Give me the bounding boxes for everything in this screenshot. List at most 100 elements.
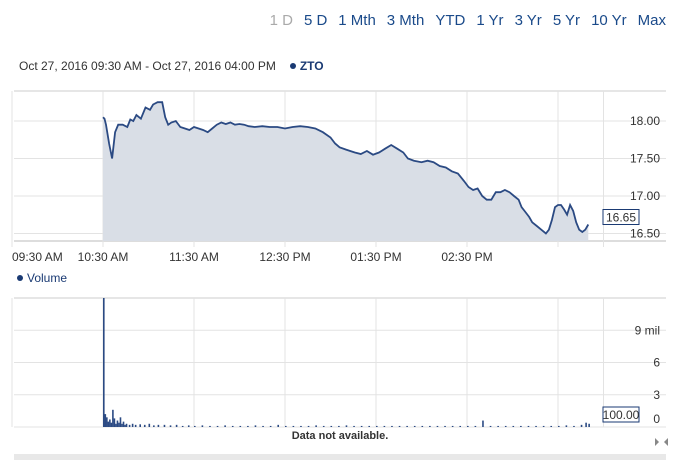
range-button-1-yr[interactable]: 1 Yr: [476, 12, 504, 29]
volume-bar: [588, 423, 590, 427]
volume-bar: [512, 425, 515, 427]
range-button-ytd[interactable]: YTD: [435, 12, 466, 29]
volume-bar: [103, 298, 105, 427]
price-last-value-text: 16.65: [606, 211, 636, 225]
volume-bar: [504, 425, 507, 427]
volume-bar: [413, 425, 416, 427]
volume-bar: [139, 424, 141, 427]
date-range-label: Oct 27, 2016 09:30 AM - Oct 27, 2016 04:…: [19, 59, 276, 73]
volume-bar: [353, 425, 355, 427]
range-button-5-d[interactable]: 5 D: [303, 12, 328, 29]
volume-bar: [565, 425, 568, 427]
volume-bar: [209, 425, 211, 427]
volume-bar: [131, 423, 134, 427]
range-button-3-mth[interactable]: 3 Mth: [386, 12, 425, 29]
volume-bar: [107, 421, 110, 427]
volume-last-value: 100.00: [602, 406, 640, 423]
scrollbar-track: [14, 454, 666, 460]
range-button-max[interactable]: Max: [637, 12, 666, 29]
volume-bar: [143, 424, 146, 427]
volume-bar: [558, 425, 560, 427]
volume-bar: [112, 409, 114, 427]
volume-bar: [459, 425, 462, 427]
volume-bar: [231, 425, 234, 427]
series-dot-icon: [289, 63, 296, 69]
price-last-value: 16.65: [602, 209, 640, 225]
price-line: [102, 101, 590, 235]
volume-bar: [436, 425, 439, 427]
volume-bar: [391, 425, 393, 427]
volume-bar: [239, 425, 242, 427]
volume-bar: [360, 425, 363, 427]
volume-y-tick-label: 3: [653, 388, 660, 402]
range-button-3-yr[interactable]: 3 Yr: [514, 12, 542, 29]
volume-bar: [169, 425, 172, 427]
volume-bar: [489, 425, 492, 427]
volume-bar: [181, 425, 184, 427]
x-tick-label: 12:30 PM: [259, 250, 310, 264]
range-button-1-d[interactable]: 1 D: [269, 12, 293, 29]
volume-bar: [467, 425, 469, 427]
volume-bar: [109, 419, 111, 427]
nav-left-arrow: [664, 438, 668, 446]
volume-legend[interactable]: Volume: [17, 271, 67, 285]
volume-bar: [262, 425, 264, 427]
volume-bar: [116, 420, 119, 427]
volume-bar: [163, 424, 166, 427]
range-button-1-mth[interactable]: 1 Mth: [338, 12, 376, 29]
volume-bar: [134, 424, 137, 427]
volume-bar: [292, 425, 295, 427]
volume-bar: [104, 414, 107, 427]
volume-bar: [125, 423, 128, 427]
x-tick-label: 09:30 AM: [12, 250, 63, 264]
volume-bar: [474, 425, 477, 427]
x-tick-label: 01:30 PM: [350, 250, 401, 264]
volume-y-tick-label: 9 mil: [635, 323, 660, 337]
price-y-tick-label: 18.00: [630, 114, 660, 128]
chart-subtitle: Oct 27, 2016 09:30 AM - Oct 27, 2016 04:…: [19, 59, 324, 73]
volume-bar: [254, 425, 257, 427]
volume-bar: [113, 418, 116, 427]
volume-bar: [338, 425, 340, 427]
volume-bar: [429, 425, 431, 427]
x-tick-label: 10:30 AM: [78, 250, 129, 264]
volume-bar: [153, 425, 155, 427]
volume-bar: [122, 421, 125, 427]
volume-y-tick-label: 6: [653, 356, 660, 370]
volume-bar: [542, 425, 545, 427]
volume-bar: [118, 422, 120, 427]
volume-bar: [269, 425, 272, 427]
volume-last-value-box: [602, 406, 640, 423]
volume-last-value-text: 100.00: [603, 408, 640, 422]
volume-bar: [383, 425, 386, 427]
volume-bar: [527, 425, 530, 427]
volume-bar: [285, 425, 287, 427]
navigator-arrows-icon: [655, 438, 668, 446]
volume-bar: [315, 425, 317, 427]
volume-bar: [550, 425, 553, 427]
range-button-5-yr[interactable]: 5 Yr: [552, 12, 581, 29]
series-legend[interactable]: ZTO: [289, 59, 324, 73]
x-tick-label: 11:30 AM: [169, 250, 219, 264]
price-area: [102, 101, 590, 241]
volume-bar: [121, 423, 123, 427]
volume-bar: [307, 425, 310, 427]
volume-bar: [106, 417, 108, 427]
nav-right-arrow: [655, 438, 659, 446]
volume-legend-label: Volume: [27, 271, 68, 285]
volume-bar: [368, 425, 371, 427]
volume-bar: [322, 425, 325, 427]
volume-bar: [330, 425, 333, 427]
volume-bar: [451, 425, 454, 427]
volume-bar: [201, 425, 204, 427]
volume-bar: [157, 424, 160, 427]
volume-bar: [128, 424, 131, 427]
volume-bar: [535, 425, 537, 427]
volume-y-tick-label: 0: [653, 412, 660, 426]
volume-bar: [376, 425, 378, 427]
volume-bar: [194, 425, 196, 427]
volume-dot-icon: [17, 275, 23, 281]
range-button-10-yr[interactable]: 10 Yr: [591, 12, 627, 29]
price-y-tick-label: 17.50: [630, 152, 660, 166]
